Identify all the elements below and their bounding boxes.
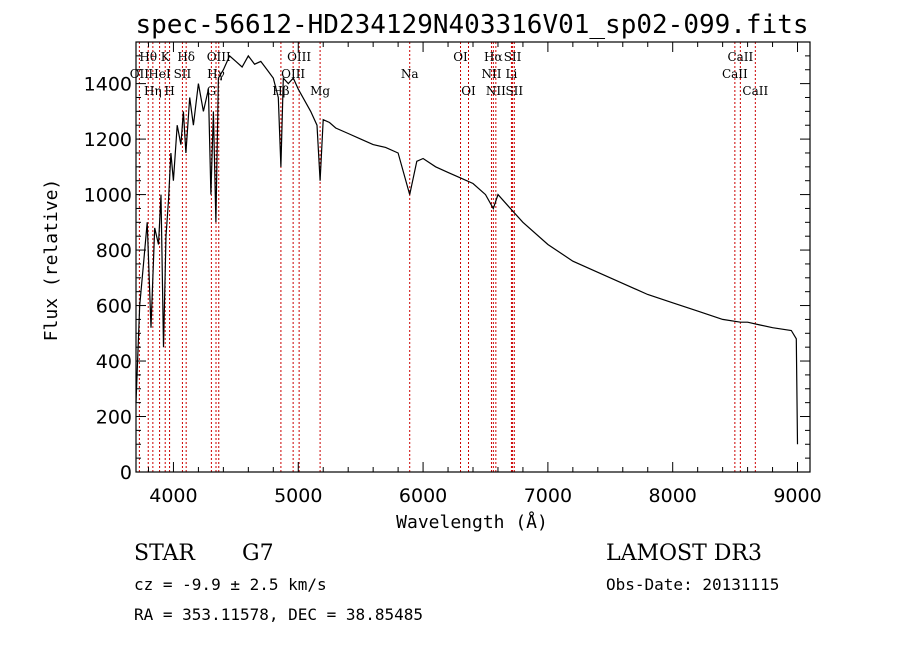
spectral-line-label: HeI: [148, 67, 171, 81]
spectral-line-label: SII: [504, 50, 522, 64]
spectral-line-label: OI: [453, 50, 468, 64]
spectral-line-label: NII: [486, 84, 506, 98]
object-type: STAR: [134, 541, 196, 566]
spectral-line-label: Hα: [484, 50, 503, 64]
x-tick-label: 4000: [149, 485, 197, 507]
spectral-line-label: K: [161, 50, 171, 64]
obs-date: Obs-Date: 20131115: [606, 575, 779, 594]
survey-name: LAMOST DR3: [606, 541, 762, 566]
spectral-line-label: OIII: [207, 50, 231, 64]
spectral-line-label: Hθ: [139, 50, 157, 64]
spectral-line-label: NII: [481, 67, 501, 81]
spectral-line-label: OII: [130, 67, 150, 81]
spectral-line-label: CaII: [727, 50, 753, 64]
spectral-line-label: CaII: [722, 67, 748, 81]
x-tick-label: 9000: [773, 485, 821, 507]
spectral-line-label: SII: [505, 84, 523, 98]
y-tick-label: 1400: [84, 74, 132, 96]
x-tick-label: 5000: [274, 485, 322, 507]
spectral-line-label: OI: [461, 84, 476, 98]
spectral-line-label: Li: [506, 67, 518, 81]
x-tick-label: 7000: [524, 485, 572, 507]
x-axis-label: Wavelength (Å): [396, 511, 548, 533]
y-tick-label: 0: [120, 462, 132, 484]
plot-frame: [135, 41, 811, 473]
spectral-line-label: SII: [174, 67, 192, 81]
spectral-line-label: H: [164, 84, 174, 98]
y-axis-label: Flux (relative): [41, 179, 62, 342]
chart-title: spec-56612-HD234129N403316V01_sp02-099.f…: [135, 10, 808, 40]
spectral-line-label: Hη: [144, 84, 162, 98]
x-axis-ticks: 4000 5000 6000 7000 8000 9000: [147, 42, 822, 507]
spectral-line-label: OIII: [281, 67, 305, 81]
coordinates: RA = 353.11578, DEC = 38.85485: [134, 605, 423, 624]
y-tick-label: 200: [96, 407, 132, 429]
y-tick-label: 600: [96, 296, 132, 318]
y-tick-label: 1200: [84, 129, 132, 151]
spectral-line-label: Hβ: [272, 84, 289, 98]
spectral-line-label: Hδ: [177, 50, 195, 64]
spectral-line-label: Hγ: [207, 67, 225, 81]
spectral-line-label: CaII: [742, 84, 768, 98]
y-tick-label: 400: [96, 351, 132, 373]
x-tick-label: 8000: [649, 485, 697, 507]
spectral-line-label: G: [207, 84, 217, 98]
y-tick-label: 1000: [84, 185, 132, 207]
redshift-cz: cz = -9.9 ± 2.5 km/s: [134, 575, 327, 594]
spectral-line-label: Mg: [310, 84, 330, 98]
spectral-line-markers: [138, 42, 756, 472]
spectral-line-label: OIII: [287, 50, 311, 64]
y-axis-ticks: 0 200 400 600 800 1000 1200 1400: [84, 55, 810, 484]
y-tick-label: 800: [96, 240, 132, 262]
spectrum-line: [135, 54, 799, 445]
x-tick-label: 6000: [399, 485, 447, 507]
spectral-line-label: Na: [401, 67, 419, 81]
spectral-subclass: G7: [242, 541, 274, 566]
